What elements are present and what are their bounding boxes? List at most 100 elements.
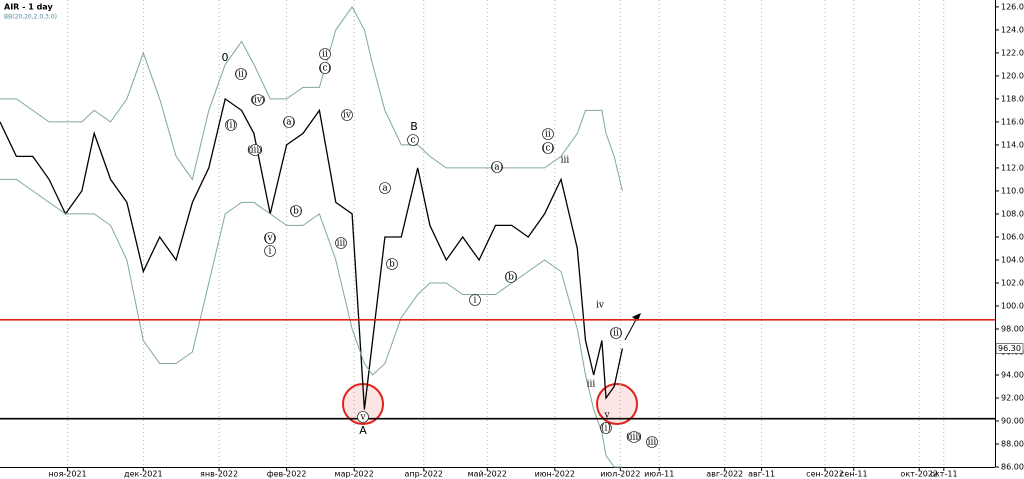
- y-tick-label: 118.00: [1001, 94, 1024, 103]
- x-tick-label: ноя-2021: [48, 470, 86, 479]
- y-tick-label: 124.00: [1001, 25, 1024, 34]
- y-tick-label: 114.00: [1001, 140, 1024, 149]
- annotation-circle: [379, 182, 391, 194]
- annotation-circle: [335, 237, 347, 249]
- x-tick-label: окт-11: [930, 470, 957, 479]
- y-tick-label: 98.00: [1001, 324, 1024, 333]
- wave-label: iv: [343, 111, 352, 121]
- wave-label: v: [603, 411, 610, 421]
- wave-label: iv: [596, 301, 605, 311]
- annotation-circle: [235, 68, 247, 80]
- price-line: [0, 97, 624, 410]
- annotation-circle: [264, 245, 276, 257]
- wave-label: (iii): [247, 145, 263, 156]
- x-tick-label: июн-2022: [535, 470, 575, 479]
- annotation-circle: [407, 134, 419, 146]
- y-tick-label: 92.00: [1001, 393, 1024, 402]
- y-tick-label: 112.00: [1001, 163, 1024, 172]
- annotation-circle: [252, 94, 264, 106]
- x-tick-label: авг-11: [748, 470, 775, 479]
- wave-label: i: [269, 247, 272, 257]
- wave-label: v: [359, 413, 366, 423]
- y-tick-label: 120.00: [1001, 71, 1024, 80]
- price-label: 96.30: [998, 344, 1021, 353]
- annotation-circle: [610, 327, 622, 339]
- wave-label: (c): [319, 63, 331, 74]
- wave-label: a: [382, 184, 388, 194]
- wave-label: i: [474, 296, 477, 306]
- annotation-circle: [357, 411, 369, 423]
- x-tick-label: апр-2022: [405, 470, 443, 479]
- highlight-circle: [596, 383, 638, 425]
- x-tick-label: июл-2022: [600, 470, 640, 479]
- annotation-circle: [491, 161, 503, 173]
- y-tick-label: 94.00: [1001, 370, 1024, 379]
- wave-label: B: [410, 120, 418, 133]
- annotation-circle: [249, 144, 261, 156]
- annotation-circle: [386, 258, 398, 270]
- wave-label: (b): [505, 272, 518, 283]
- annotation-circle: [505, 271, 517, 283]
- annotation-circle: [341, 109, 353, 121]
- y-tick-label: 102.00: [1001, 278, 1024, 287]
- annotation-circle: [225, 119, 237, 131]
- wave-label: A: [359, 424, 367, 437]
- y-tick-label: 110.00: [1001, 186, 1024, 195]
- chart-title: AIR - 1 day: [4, 3, 53, 12]
- annotation-circle: [469, 294, 481, 306]
- wave-label: (iv): [251, 95, 266, 106]
- x-tick-label: июл-11: [644, 470, 674, 479]
- wave-label: iii: [337, 239, 346, 249]
- wave-label: (v): [264, 233, 276, 244]
- y-tick-label: 122.00: [1001, 48, 1024, 57]
- y-tick-label: 88.00: [1001, 439, 1024, 448]
- annotation-circle: [628, 431, 640, 443]
- x-tick-label: авг-2022: [706, 470, 743, 479]
- wave-label: ii: [545, 130, 551, 140]
- y-tick-label: 106.00: [1001, 232, 1024, 241]
- annotation-circle: [646, 436, 658, 448]
- x-tick-label: мар-2022: [335, 470, 374, 479]
- wave-label: (iii): [626, 432, 642, 443]
- annotation-circle: [264, 232, 276, 244]
- wave-label: (i): [226, 120, 236, 131]
- x-tick-label: сен-2022: [806, 470, 844, 479]
- wave-label: (a): [283, 117, 295, 128]
- wave-label: ii: [322, 50, 328, 60]
- y-tick-label: 126.00: [1001, 2, 1024, 11]
- annotation-circle: [283, 116, 295, 128]
- y-tick-label: 108.00: [1001, 209, 1024, 218]
- indicator-label: BB(20,20,2.0,3.0): [4, 14, 57, 21]
- wave-label: 0: [222, 51, 229, 64]
- annotation-circle: [600, 422, 612, 434]
- x-tick-label: сен-11: [840, 470, 868, 479]
- y-tick-label: 90.00: [1001, 416, 1024, 425]
- wave-label: iii: [587, 380, 596, 390]
- wave-label: b: [389, 260, 395, 270]
- wave-label: iii: [561, 156, 570, 166]
- x-tick-label: фев-2022: [267, 470, 307, 479]
- annotation-circle: [542, 142, 554, 154]
- y-tick-label: 86.00: [1001, 463, 1024, 472]
- price-marker: [995, 343, 1024, 354]
- wave-label: (a): [491, 162, 503, 173]
- x-tick-label: окт-2022: [900, 470, 938, 479]
- annotation-circle: [319, 48, 331, 60]
- annotation-circle: [290, 205, 302, 217]
- wave-label: (b): [290, 206, 303, 217]
- y-tick-label: 100.00: [1001, 301, 1024, 310]
- x-tick-label: май-2022: [468, 470, 507, 479]
- annotation-circle: [319, 62, 331, 74]
- wave-label: c: [410, 136, 415, 146]
- band-line: [0, 178, 623, 468]
- wave-label: (i): [601, 423, 611, 434]
- annotation-circle: [542, 128, 554, 140]
- wave-label: (ii): [610, 328, 623, 339]
- wave-label: iii: [648, 438, 657, 448]
- y-tick-label: 116.00: [1001, 117, 1024, 126]
- y-tick-label: 104.00: [1001, 255, 1024, 264]
- x-tick-label: янв-2022: [200, 470, 238, 479]
- wave-label: (c): [542, 143, 554, 154]
